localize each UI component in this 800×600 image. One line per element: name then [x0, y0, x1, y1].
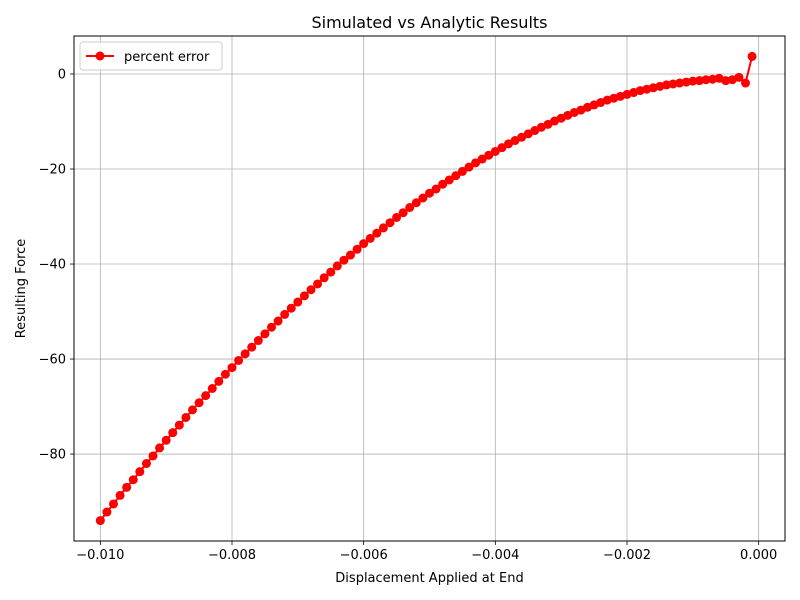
data-point [398, 208, 408, 218]
legend-marker-swatch [95, 51, 105, 61]
data-point [681, 77, 691, 87]
data-point [122, 482, 132, 492]
data-point [313, 279, 323, 289]
data-point [168, 428, 178, 438]
data-point [234, 355, 244, 365]
data-point [201, 391, 211, 401]
data-point [115, 490, 125, 500]
data-point [299, 291, 309, 301]
data-point [227, 363, 237, 373]
data-point [319, 273, 329, 283]
data-point [444, 175, 454, 185]
data-point [464, 162, 474, 172]
data-point [372, 228, 382, 238]
data-point [701, 75, 711, 85]
data-point [477, 154, 487, 164]
data-point [273, 316, 283, 326]
data-point [155, 443, 165, 453]
data-point [280, 309, 290, 319]
data-point [220, 369, 230, 379]
data-point [181, 412, 191, 422]
data-point [95, 516, 105, 526]
data-point [240, 349, 250, 359]
data-point [484, 150, 494, 160]
data-point [471, 158, 481, 168]
data-point [174, 420, 184, 430]
grid [74, 36, 785, 541]
data-point [721, 76, 731, 86]
data-point [694, 76, 704, 86]
x-axis-label: Displacement Applied at End [335, 571, 523, 586]
data-point [359, 239, 369, 249]
data-point [102, 507, 112, 517]
data-point [365, 233, 375, 243]
data-point [662, 80, 671, 90]
data-point [214, 376, 224, 386]
data-point [411, 198, 421, 208]
x-tick-label: −0.004 [471, 548, 519, 563]
data-point [161, 435, 171, 445]
x-tick-label: −0.008 [208, 548, 256, 563]
data-point [675, 78, 685, 88]
data-point [431, 184, 441, 194]
data-point [451, 171, 461, 181]
data-point [188, 405, 197, 415]
x-tick-label: −0.010 [76, 548, 124, 563]
x-tick-label: −0.002 [603, 548, 651, 563]
x-tick-label: −0.006 [340, 548, 388, 563]
y-tick-label: −20 [39, 163, 66, 178]
data-point [457, 166, 467, 176]
data-point [148, 451, 158, 461]
data-point [490, 146, 500, 156]
chart-title: Simulated vs Analytic Results [311, 13, 547, 32]
series-layer [95, 51, 757, 526]
data-point [352, 244, 362, 254]
data-point [260, 329, 270, 339]
data-point [247, 342, 257, 352]
plot-frame [73, 35, 786, 542]
data-point [688, 76, 698, 86]
data-point [497, 143, 507, 153]
data-point [141, 459, 151, 469]
data-point [339, 255, 349, 265]
data-point [405, 203, 415, 212]
data-point [425, 188, 434, 198]
data-point [194, 398, 204, 408]
y-tick-label: −60 [39, 353, 66, 368]
legend: percent error [79, 41, 223, 71]
data-point [741, 78, 750, 88]
data-point [438, 179, 448, 189]
data-point [708, 74, 718, 84]
data-point [747, 51, 757, 61]
data-point [392, 212, 402, 222]
y-axis: 0 −20 −40 −60 −80 [39, 68, 74, 463]
data-point [385, 218, 395, 228]
data-point [306, 285, 316, 295]
y-tick-label: −40 [39, 258, 66, 273]
y-tick-label: −80 [39, 448, 66, 463]
data-point [253, 336, 263, 346]
data-point [267, 322, 276, 332]
data-point [286, 303, 296, 313]
data-point [326, 267, 336, 277]
data-point [346, 250, 355, 260]
y-tick-label: 0 [58, 68, 66, 83]
legend-box [79, 41, 223, 71]
data-point [332, 261, 342, 271]
data-point [378, 223, 388, 233]
y-axis-label: Resulting Force [14, 239, 29, 339]
data-point [418, 193, 428, 203]
data-point [734, 72, 744, 82]
data-point [128, 475, 138, 485]
data-point [135, 467, 145, 477]
data-point [293, 297, 303, 307]
x-axis: −0.010 −0.008 −0.006 −0.004 −0.002 0.000 [76, 541, 777, 563]
data-point [207, 384, 217, 393]
data-point [668, 79, 678, 89]
legend-label: percent error [124, 50, 210, 65]
x-tick-label: 0.000 [740, 548, 777, 563]
data-point [109, 499, 118, 509]
